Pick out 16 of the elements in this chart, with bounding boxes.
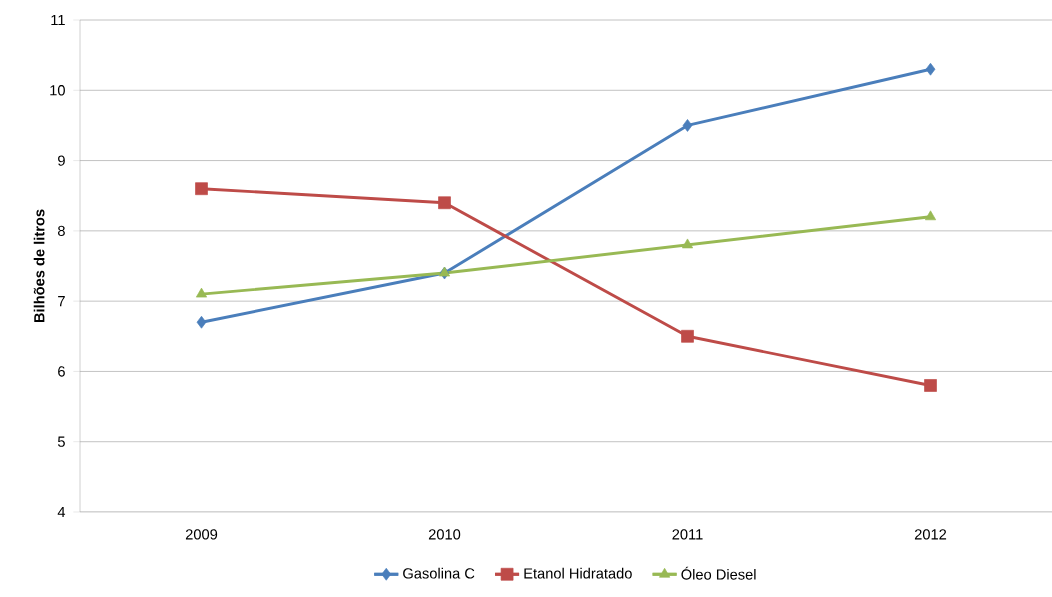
x-tick-label: 2011 [672, 529, 703, 540]
y-tick-label: 5 [57, 436, 65, 447]
y-tick-label: 9 [58, 155, 65, 166]
x-tick-label: 2009 [185, 529, 218, 540]
y-tick-label: 8 [57, 225, 65, 237]
y-tick-label: 7 [58, 296, 65, 307]
y-tick-label: 6 [58, 366, 65, 377]
x-tick-label: 2010 [428, 529, 461, 540]
y-tick-label: 11 [51, 14, 65, 26]
x-tick-label: 2012 [914, 529, 947, 540]
legend-label: Gasolina C [403, 567, 475, 579]
y-axis-title: Bilhões de litros [33, 209, 45, 323]
legend-label: Etanol Hidratado [524, 567, 632, 579]
y-tick-label: 10 [50, 85, 65, 96]
y-tick-label: 4 [57, 506, 66, 518]
legend-label: Óleo Diesel [681, 566, 756, 580]
